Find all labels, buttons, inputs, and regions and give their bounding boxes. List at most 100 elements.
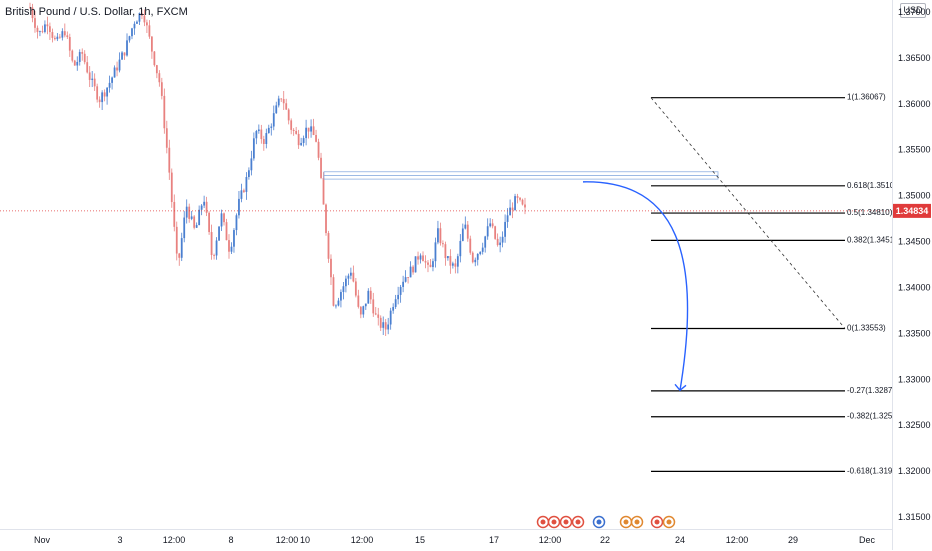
candle-body	[524, 204, 526, 208]
candle-body	[213, 255, 215, 256]
candle-body	[247, 170, 250, 178]
candle-body	[412, 266, 414, 273]
candle-body	[83, 53, 86, 63]
candle-body	[146, 22, 148, 26]
candle-body	[290, 120, 293, 130]
candle-body	[297, 133, 300, 146]
event-flag-dot	[596, 519, 602, 525]
candle-body	[295, 130, 298, 134]
candle-body	[434, 242, 437, 262]
candle-body	[208, 212, 210, 233]
candle-body	[402, 281, 405, 287]
candle-body	[454, 263, 457, 267]
candle-body	[230, 246, 233, 252]
candle-body	[315, 134, 317, 142]
candle-body	[501, 236, 504, 243]
candle-body	[148, 25, 151, 37]
candle-body	[449, 256, 452, 266]
candle-body	[56, 36, 59, 40]
candle-body	[384, 322, 387, 330]
fib-level-label: -0.382(1.32592)	[847, 412, 904, 421]
candle-body	[175, 226, 178, 254]
candle-body	[205, 201, 208, 213]
candle-body	[178, 253, 181, 258]
candle-body	[58, 36, 61, 38]
candle-body	[86, 62, 89, 73]
candle-body	[91, 78, 94, 80]
candle-body	[330, 258, 332, 278]
candle-body	[46, 24, 49, 27]
candle-body	[362, 306, 365, 315]
candle-body	[327, 233, 330, 259]
event-flag-dot	[575, 519, 581, 525]
candle-body	[521, 199, 524, 205]
chart-title: British Pound / U.S. Dollar, 1h, FXCM	[5, 6, 188, 18]
candle-body	[128, 36, 131, 41]
candle-body	[499, 242, 502, 246]
candle-body	[113, 67, 116, 78]
candle-body	[310, 126, 312, 132]
candle-body	[78, 52, 81, 62]
candle-body	[68, 37, 71, 51]
candle-body	[469, 238, 472, 253]
candle-body	[173, 202, 176, 227]
candle-body	[489, 223, 492, 227]
candle-body	[150, 36, 153, 52]
candle-body	[496, 238, 499, 246]
candle-body	[193, 216, 196, 228]
candle-body	[394, 299, 397, 307]
candle-body	[185, 206, 188, 218]
candle-body	[136, 21, 138, 24]
candle-body	[73, 60, 76, 66]
candle-body	[126, 40, 128, 56]
candle-body	[409, 266, 412, 278]
candle-body	[260, 129, 263, 140]
candle-body	[392, 306, 395, 311]
candle-body	[491, 223, 494, 227]
candle-body	[466, 224, 469, 239]
candle-body	[143, 15, 146, 23]
candle-body	[195, 225, 198, 228]
time-axis[interactable]	[0, 529, 892, 551]
candle-body	[275, 105, 278, 114]
candle-body	[188, 206, 191, 219]
candle-body	[31, 7, 34, 19]
candle-body	[461, 228, 464, 241]
candle-body	[300, 142, 303, 146]
candle-body	[131, 28, 133, 37]
candle-body	[399, 286, 402, 295]
candle-body	[116, 67, 118, 71]
candle-body	[374, 313, 377, 315]
candle-body	[66, 35, 69, 38]
candle-body	[240, 190, 243, 199]
candle-body	[387, 324, 390, 330]
candle-body	[103, 92, 106, 97]
candle-body	[369, 290, 372, 300]
candle-body	[44, 24, 46, 32]
event-flag-dot	[551, 519, 557, 525]
currency-label[interactable]: USD	[900, 3, 926, 18]
candle-body	[317, 141, 320, 158]
candle-body	[183, 217, 186, 239]
fib-level-label: 0.5(1.34810)	[847, 208, 893, 217]
candle-body	[444, 244, 447, 259]
candle-body	[93, 78, 96, 87]
candle-body	[106, 87, 109, 97]
candle-body	[158, 73, 161, 83]
candlestick-series	[0, 2, 892, 336]
candle-body	[484, 236, 487, 248]
event-flag-dot	[634, 519, 640, 525]
candle-body	[389, 310, 392, 325]
candle-body	[519, 197, 521, 200]
candle-body	[307, 127, 310, 132]
candle-body	[81, 52, 84, 54]
candle-body	[252, 138, 255, 159]
candle-body	[504, 221, 507, 237]
candle-body	[486, 226, 489, 237]
candle-body	[354, 281, 357, 296]
candle-body	[118, 59, 121, 71]
price-axis[interactable]	[892, 0, 932, 550]
candle-body	[292, 129, 295, 131]
